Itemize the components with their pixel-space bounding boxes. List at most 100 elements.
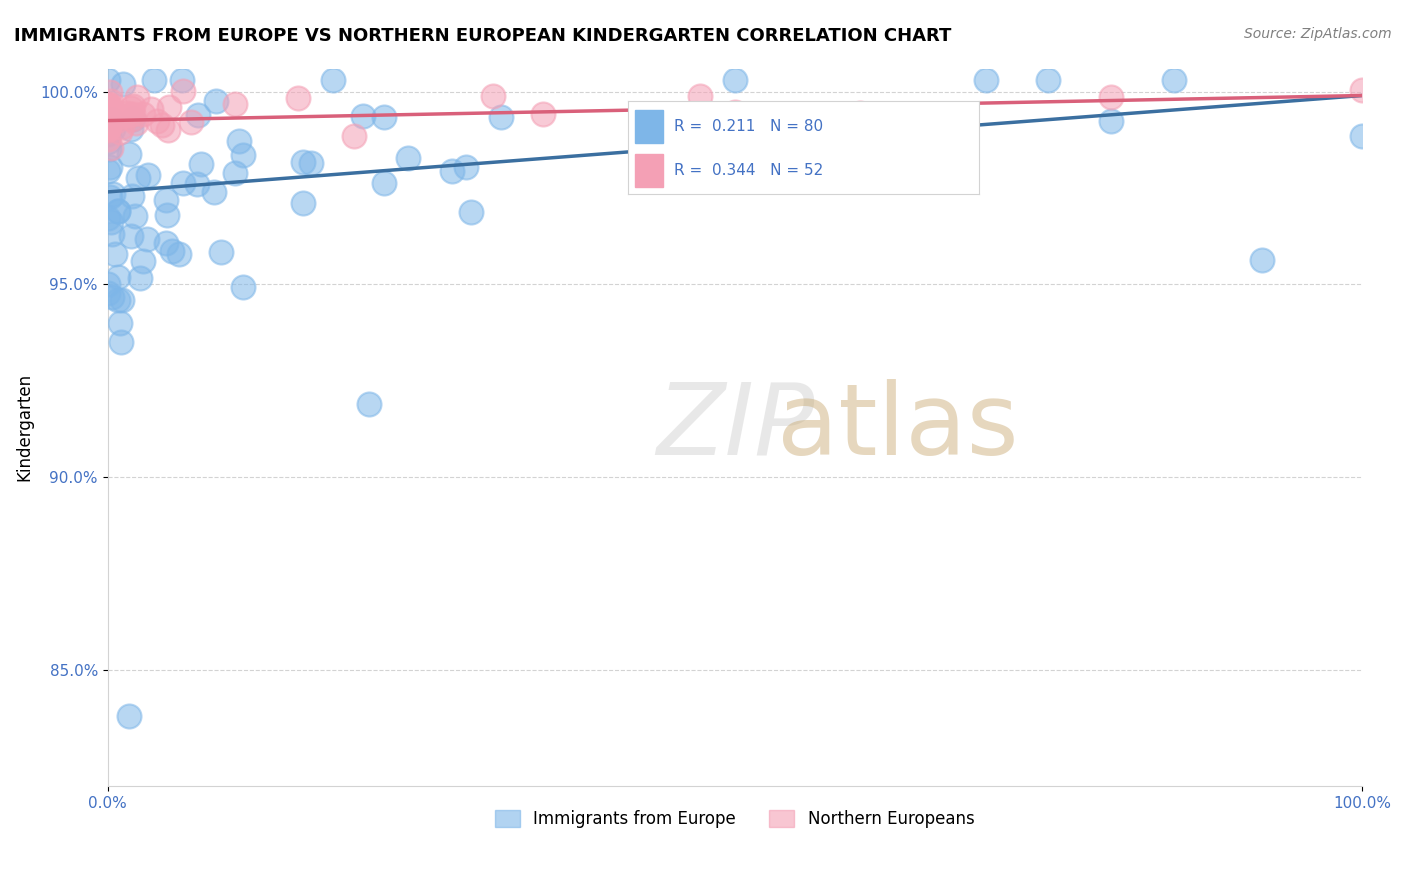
Text: Source: ZipAtlas.com: Source: ZipAtlas.com [1244,27,1392,41]
Point [456,160,478,174]
Point [101,121,124,136]
Point [98,97,121,112]
Point [373,176,395,190]
Point [97,103,120,118]
Point [121,189,143,203]
Point [127,171,149,186]
Point [101,113,124,128]
Point [186,177,208,191]
Point [157,122,180,136]
Point [127,89,149,103]
Point [373,110,395,124]
Point [352,109,374,123]
Point [343,128,366,143]
Point [849,105,872,120]
Point [1163,73,1185,87]
Point [97,127,120,141]
Point [160,244,183,259]
Point [1099,90,1122,104]
Point [359,397,381,411]
Point [122,99,145,113]
Point [120,229,142,244]
Point [97,121,120,136]
Point [118,108,141,122]
Point [125,116,148,130]
Point [299,155,322,169]
Point [118,146,141,161]
Point [291,154,314,169]
Point [124,209,146,223]
Point [111,293,134,307]
Point [100,215,122,229]
Point [683,110,706,124]
Point [98,85,121,99]
Point [139,102,162,116]
Point [849,147,872,161]
Point [97,211,120,225]
Point [103,187,125,202]
Point [118,709,141,723]
Point [111,120,134,134]
Point [228,134,250,148]
Point [146,113,169,128]
Point [101,227,124,242]
Point [97,123,120,137]
Point [108,316,131,330]
Point [115,106,138,120]
Text: ZIP: ZIP [655,378,814,475]
Point [107,269,129,284]
Point [1099,114,1122,128]
Point [224,165,246,179]
Point [287,91,309,105]
Point [100,94,122,108]
Point [322,73,344,87]
Point [136,168,159,182]
Point [190,157,212,171]
Point [112,77,135,91]
Point [97,99,120,113]
Point [107,293,129,307]
Point [100,111,122,125]
Point [232,280,254,294]
Point [97,131,120,145]
Point [98,161,121,175]
Point [104,106,127,120]
Point [97,121,120,136]
Point [121,112,143,127]
Point [1351,128,1374,143]
Point [97,115,120,129]
Point [98,104,121,119]
Point [97,117,120,131]
Point [155,193,177,207]
Point [101,290,124,304]
Point [97,277,120,291]
Point [108,110,131,124]
Point [481,88,503,103]
Point [110,125,132,139]
Point [98,119,121,133]
Point [120,101,142,115]
Point [97,96,120,111]
Point [97,123,120,137]
Point [460,204,482,219]
Point [155,208,177,222]
Point [97,111,120,125]
Point [97,136,120,150]
Point [132,253,155,268]
Point [232,148,254,162]
Point [291,196,314,211]
Legend: Immigrants from Europe, Northern Europeans: Immigrants from Europe, Northern Europea… [488,804,981,835]
Point [155,235,177,250]
Point [98,111,121,125]
Point [205,95,228,109]
Point [224,97,246,112]
Point [724,105,747,120]
Point [121,112,143,127]
Point [97,114,120,128]
Point [97,164,120,178]
Point [98,120,121,134]
Point [167,246,190,260]
Point [1038,73,1060,87]
Text: atlas: atlas [778,378,1019,475]
Point [129,271,152,285]
